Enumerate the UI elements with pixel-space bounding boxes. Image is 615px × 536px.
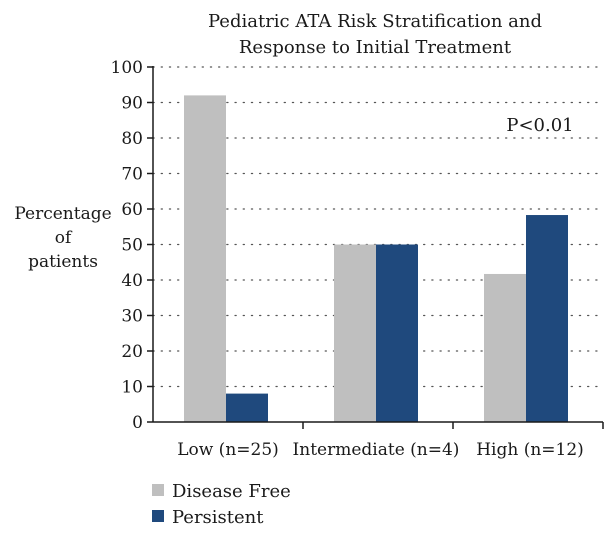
y-axis-label-line-3: patients xyxy=(28,252,98,272)
y-axis-ticks: 0 10 20 30 40 50 60 70 80 90 100 xyxy=(111,58,153,433)
chart-title-line-1: Pediatric ATA Risk Stratification and xyxy=(208,11,542,32)
y-axis-label-line-2: of xyxy=(55,228,73,248)
y-tick-label: 60 xyxy=(121,200,143,220)
legend-swatch-persistent xyxy=(152,510,164,522)
x-category-label: Low (n=25) xyxy=(177,440,279,460)
chart-title-line-2: Response to Initial Treatment xyxy=(239,37,512,58)
x-axis-categories: Low (n=25) Intermediate (n=4) High (n=12) xyxy=(177,422,604,460)
y-tick-label: 30 xyxy=(121,307,143,327)
bar-persistent-0 xyxy=(226,393,268,422)
y-tick-label: 10 xyxy=(121,378,143,398)
y-tick-label: 90 xyxy=(121,94,143,114)
x-category-label: Intermediate (n=4) xyxy=(293,440,460,460)
bar-disease-free-1 xyxy=(334,244,376,422)
legend-label-persistent: Persistent xyxy=(172,507,264,528)
y-tick-label: 100 xyxy=(111,58,143,78)
legend-swatch-disease-free xyxy=(152,484,164,496)
bar-disease-free-2 xyxy=(484,273,526,422)
bar-disease-free-0 xyxy=(184,95,226,423)
bars xyxy=(184,95,568,423)
y-axis-label-line-1: Percentage xyxy=(14,204,111,224)
p-value-annotation: P<0.01 xyxy=(506,115,573,136)
legend: Disease Free Persistent xyxy=(152,481,291,528)
y-tick-label: 80 xyxy=(121,129,143,149)
gridlines xyxy=(152,66,604,388)
y-tick-label: 50 xyxy=(121,236,143,256)
legend-label-disease-free: Disease Free xyxy=(172,481,291,502)
bar-persistent-2 xyxy=(526,215,568,422)
y-tick-label: 0 xyxy=(132,413,143,433)
y-tick-label: 40 xyxy=(121,271,143,291)
y-tick-label: 20 xyxy=(121,342,143,362)
bar-persistent-1 xyxy=(376,244,418,422)
y-tick-label: 70 xyxy=(121,165,143,185)
x-category-label: High (n=12) xyxy=(476,440,584,460)
